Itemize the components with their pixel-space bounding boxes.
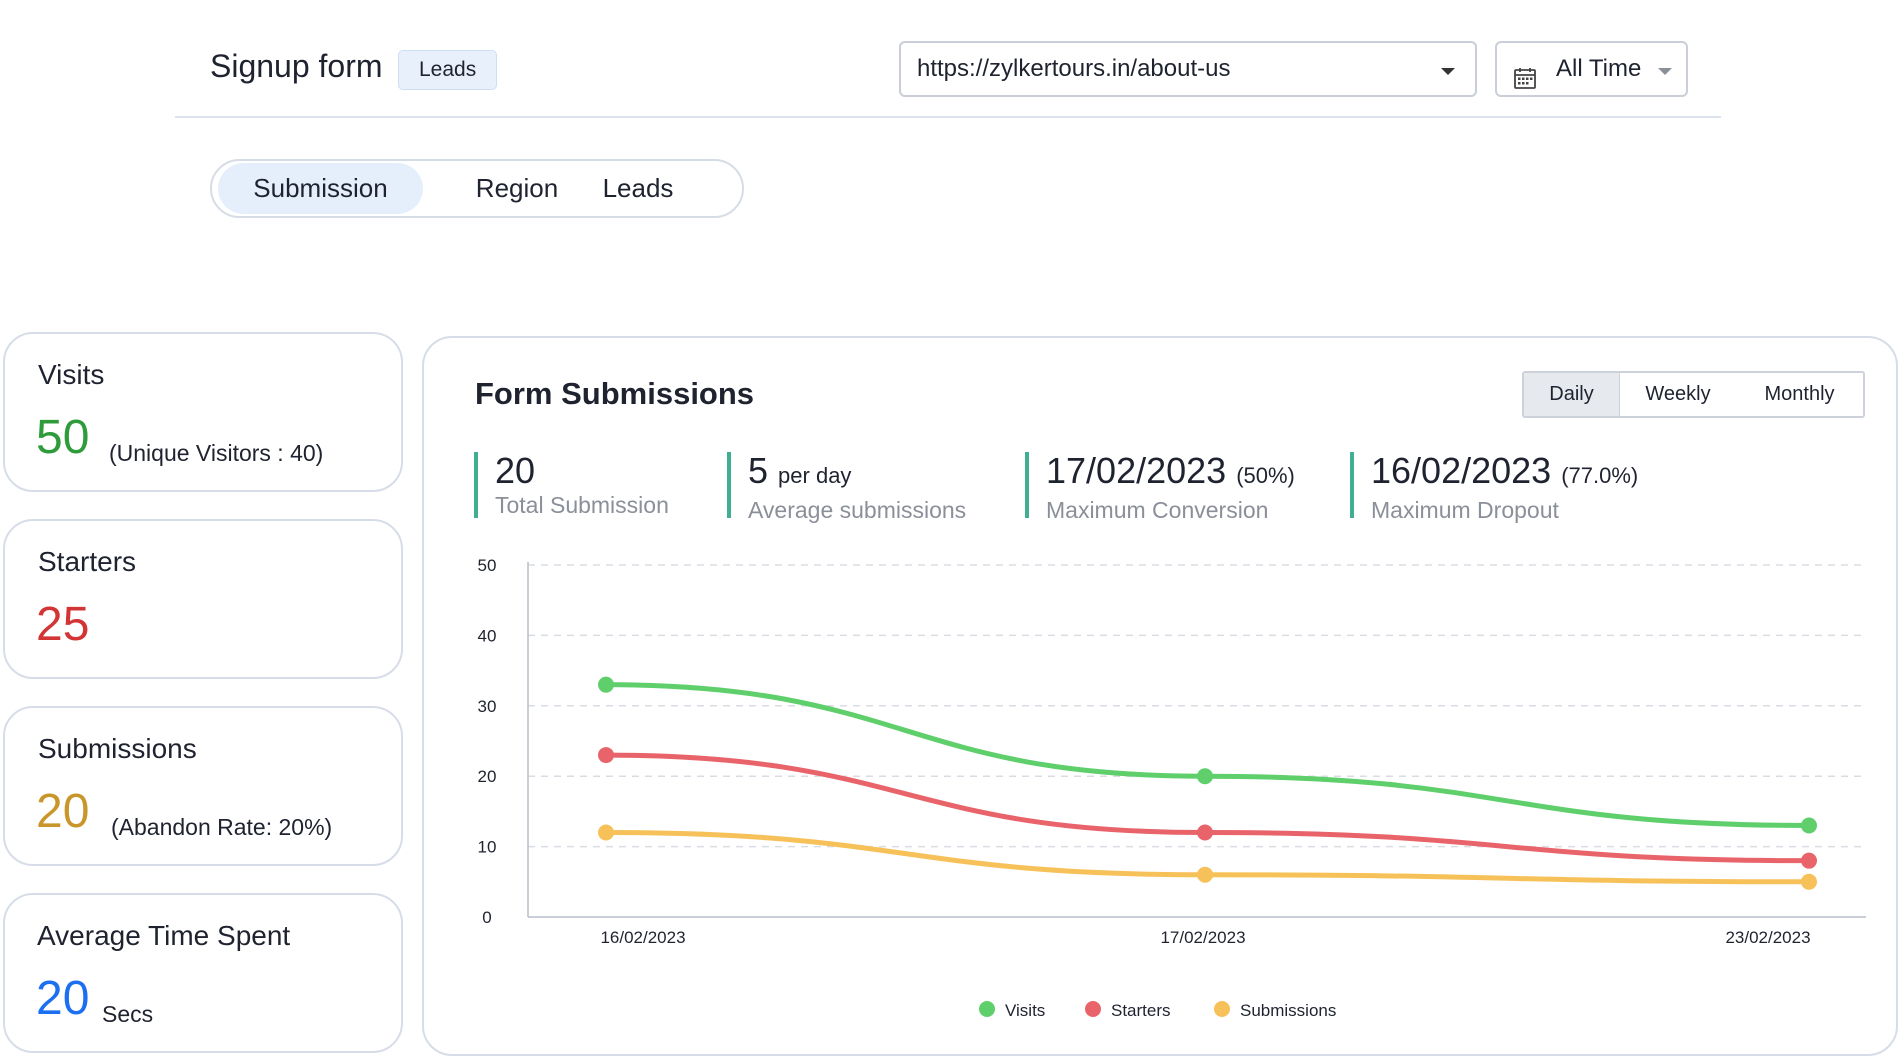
tab-submission[interactable]: Submission (218, 163, 423, 214)
metric-suffix: (50%) (1236, 463, 1295, 488)
form-submissions-panel (422, 336, 1898, 1056)
period-monthly-button[interactable]: Monthly (1764, 383, 1835, 405)
metric-total-submission: 20 Total Submission (474, 452, 669, 518)
metric-maximum-dropout: 16/02/2023 (77.0%) Maximum Dropout (1350, 450, 1639, 523)
caret-down-icon (1441, 68, 1455, 75)
metric-average-submissions: 5 per day Average submissions (727, 450, 966, 523)
metric-label: Maximum Conversion (1046, 497, 1269, 523)
url-dropdown-value: https://zylkertours.in/about-us (917, 55, 1231, 82)
caret-down-icon (1658, 68, 1672, 75)
metric-value: 16/02/2023 (1371, 450, 1552, 491)
metric-suffix: per day (778, 463, 852, 488)
metric-value: 5 (748, 450, 769, 491)
metric-label: Total Submission (495, 492, 669, 518)
view-tabs: Submission Region Leads (210, 159, 744, 218)
stat-value: 25 (36, 598, 90, 651)
metric-value: 17/02/2023 (1046, 450, 1227, 491)
url-dropdown[interactable]: https://zylkertours.in/about-us (899, 41, 1477, 97)
stat-note: (Abandon Rate: 20%) (111, 814, 333, 840)
stat-label: Average Time Spent (37, 920, 291, 951)
form-type-badge: Leads (398, 50, 498, 90)
page-title: Signup form (210, 48, 383, 84)
stat-card-submissions: Submissions 20 (Abandon Rate: 20%) (3, 706, 403, 866)
tab-leads[interactable]: Leads (602, 173, 674, 203)
time-range-dropdown[interactable]: All Time (1495, 41, 1688, 97)
stat-unit: Secs (102, 1001, 154, 1027)
metric-value: 20 (495, 450, 536, 491)
metric-suffix: (77.0%) (1561, 463, 1639, 488)
header-divider (175, 116, 1721, 118)
metric-label: Average submissions (748, 497, 967, 523)
stat-note: (Unique Visitors : 40) (109, 440, 324, 466)
metric-maximum-conversion: 17/02/2023 (50%) Maximum Conversion (1025, 450, 1295, 523)
stat-label: Submissions (38, 733, 197, 764)
metric-label: Maximum Dropout (1371, 497, 1559, 523)
stat-card-avg-time: Average Time Spent 20 Secs (3, 893, 403, 1053)
time-range-value: All Time (1556, 55, 1642, 82)
stat-value: 20 (36, 972, 90, 1025)
stat-value: 50 (36, 411, 90, 464)
stat-card-starters: Starters 25 (3, 519, 403, 679)
period-toggle: Daily Weekly Monthly (1522, 371, 1865, 418)
period-daily-button[interactable]: Daily (1524, 373, 1620, 416)
stat-label: Visits (38, 359, 105, 390)
stat-label: Starters (38, 546, 137, 577)
period-weekly-button[interactable]: Weekly (1645, 383, 1711, 405)
stat-card-visits: Visits 50 (Unique Visitors : 40) (3, 332, 403, 492)
tab-region[interactable]: Region (475, 173, 559, 203)
panel-title: Form Submissions (475, 376, 755, 411)
stat-value: 20 (36, 785, 90, 838)
calendar-icon (1513, 57, 1537, 109)
